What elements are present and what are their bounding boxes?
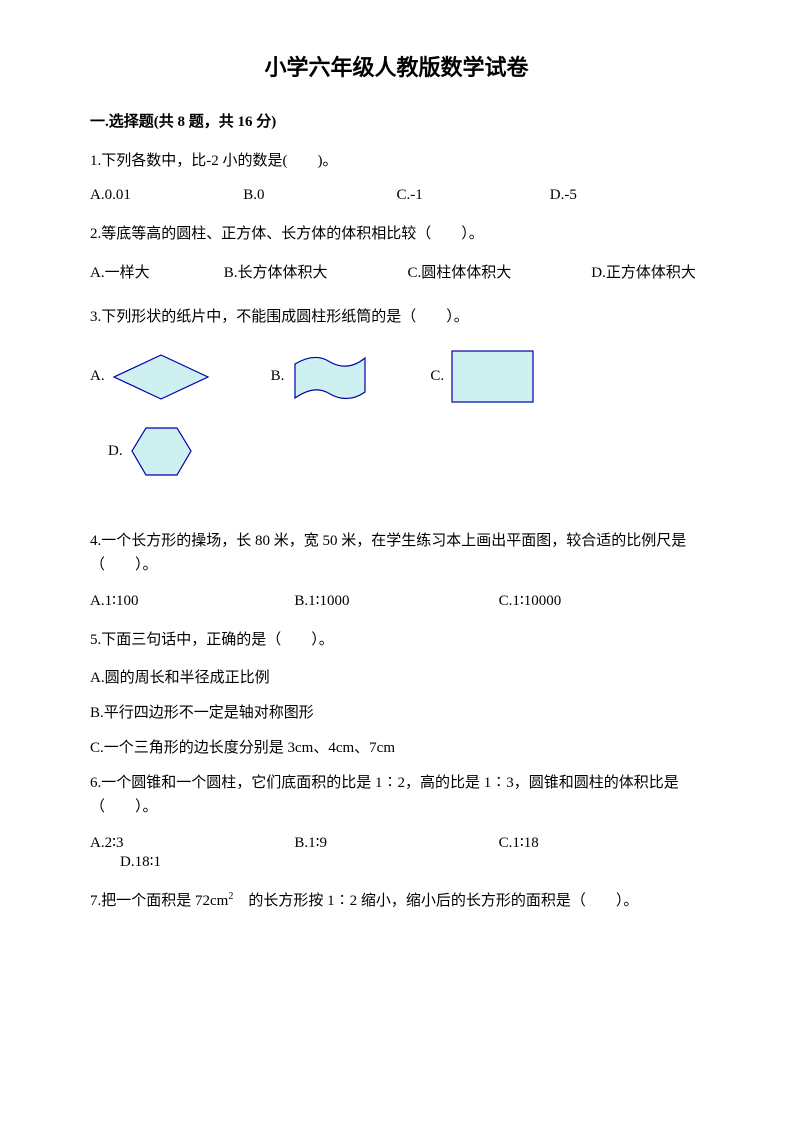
q1-opt-c: C.-1 — [397, 187, 550, 204]
page-title: 小学六年级人教版数学试卷 — [90, 50, 703, 82]
q2-opt-d: D.正方体体积大 — [591, 260, 696, 287]
q2-options: A.一样大 B.长方体体积大 C.圆柱体体积大 D.正方体体积大 — [90, 260, 703, 287]
q3-text: 3.下列形状的纸片中，不能围成圆柱形纸筒的是（ ）。 — [90, 305, 703, 329]
q6-opt-c: C.1∶18 — [499, 833, 703, 852]
q3-label-a: A. — [90, 368, 105, 385]
q2-opt-b: B.长方体体积大 — [224, 260, 404, 287]
q7-text: 7.把一个面积是 72cm2 的长方形按 1∶2 缩小，缩小后的长方形的面积是（… — [90, 889, 703, 913]
q3-label-b: B. — [271, 368, 285, 385]
q2-text: 2.等底等高的圆柱、正方体、长方体的体积相比较（ ）。 — [90, 222, 703, 246]
q3-shapes-row: A. B. C. D. — [90, 349, 703, 499]
q3-label-d: D. — [108, 443, 123, 460]
q4-text: 4.一个长方形的操场，长 80 米，宽 50 米，在学生练习本上画出平面图，较合… — [90, 529, 703, 577]
q3-opt-d: D. — [108, 424, 703, 479]
hexagon-icon — [129, 424, 194, 479]
q2-opt-c: C.圆柱体体积大 — [408, 260, 588, 287]
q6-opt-b: B.1∶9 — [294, 833, 498, 852]
q5-text: 5.下面三句话中，正确的是（ ）。 — [90, 628, 703, 652]
q3-opt-a: A. — [90, 352, 211, 402]
q6-text: 6.一个圆锥和一个圆柱，它们底面积的比是 1∶2，高的比是 1∶3，圆锥和圆柱的… — [90, 771, 703, 819]
q1-options: A.0.01 B.0 C.-1 D.-5 — [90, 187, 703, 204]
q3-label-c: C. — [430, 368, 444, 385]
q7-text-before: 7.把一个面积是 72cm — [90, 893, 228, 909]
q4-opt-b: B.1∶1000 — [294, 591, 498, 610]
q1-opt-d: D.-5 — [550, 187, 703, 204]
diamond-icon — [111, 352, 211, 402]
rectangle-icon — [450, 349, 535, 404]
q7-text-after: 的长方形按 1∶2 缩小，缩小后的长方形的面积是（ ）。 — [233, 893, 638, 909]
q3-opt-b: B. — [271, 352, 371, 402]
q6-opt-d: D.18∶1 — [120, 854, 161, 870]
q1-opt-b: B.0 — [243, 187, 396, 204]
q2-opt-a: A.一样大 — [90, 260, 220, 287]
q1-opt-a: A.0.01 — [90, 187, 243, 204]
q5-opt-a: A.圆的周长和半径成正比例 — [90, 666, 703, 687]
q4-opt-c: C.1∶10000 — [499, 591, 703, 610]
q3-opt-c: C. — [430, 349, 535, 404]
q5-opt-b: B.平行四边形不一定是轴对称图形 — [90, 701, 703, 722]
q1-text: 1.下列各数中，比-2 小的数是( )。 — [90, 149, 703, 173]
q6-opt-a: A.2∶3 — [90, 833, 294, 852]
wave-flag-icon — [290, 352, 370, 402]
q4-options: A.1∶100 B.1∶1000 C.1∶10000 — [90, 591, 703, 610]
q5-opt-c: C.一个三角形的边长度分别是 3cm、4cm、7cm — [90, 736, 703, 757]
q6-options: A.2∶3 B.1∶9 C.1∶18 D.18∶1 — [90, 833, 703, 871]
section-header: 一.选择题(共 8 题，共 16 分) — [90, 110, 703, 131]
q4-opt-a: A.1∶100 — [90, 591, 294, 610]
